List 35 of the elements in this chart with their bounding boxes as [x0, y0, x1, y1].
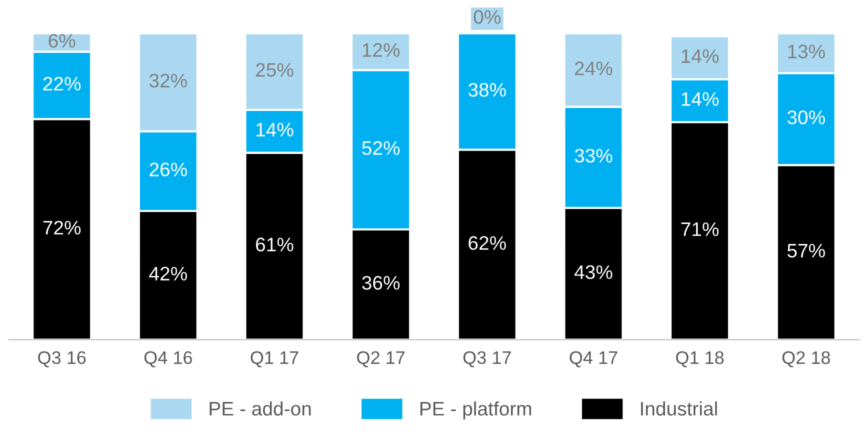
- data-label: 14%: [682, 92, 719, 106]
- data-label: 26%: [150, 162, 187, 176]
- legend-label: Industrial: [641, 401, 717, 416]
- data-label: 22%: [43, 76, 81, 91]
- data-label: 24%: [575, 62, 612, 76]
- data-label: 12%: [362, 43, 400, 57]
- data-label: 52%: [362, 141, 400, 155]
- data-label: 33%: [574, 148, 612, 163]
- data-label: 71%: [681, 222, 719, 236]
- data-label: 14%: [256, 122, 294, 136]
- data-label: 14%: [682, 49, 719, 63]
- x-tick-label: Q4 17: [570, 351, 618, 368]
- x-tick-label: Q3 17: [463, 351, 511, 368]
- data-label: 72%: [43, 220, 81, 235]
- x-tick-label: Q1 18: [676, 351, 724, 368]
- data-label: 36%: [362, 276, 400, 290]
- legend-label: PE - add-on: [210, 401, 311, 416]
- data-label: 6%: [48, 34, 76, 48]
- data-label: 32%: [149, 74, 187, 88]
- data-label: 42%: [149, 266, 187, 280]
- data-label: 25%: [256, 63, 294, 77]
- x-tick-label: Q4 16: [144, 351, 192, 368]
- data-label: 38%: [468, 82, 506, 97]
- legend-label: PE - platform: [420, 401, 532, 420]
- data-label: 57%: [787, 244, 825, 258]
- data-label: 43%: [574, 265, 612, 280]
- data-label: 0%: [474, 10, 501, 24]
- data-label: 62%: [468, 236, 506, 250]
- data-label: 30%: [787, 110, 825, 124]
- data-label: 61%: [256, 238, 294, 252]
- x-tick-label: Q2 18: [782, 351, 830, 368]
- x-tick-label: Q1 17: [250, 351, 298, 368]
- x-tick-label: Q3 16: [38, 351, 86, 368]
- x-tick-label: Q2 17: [357, 351, 405, 368]
- data-label: 13%: [788, 44, 825, 58]
